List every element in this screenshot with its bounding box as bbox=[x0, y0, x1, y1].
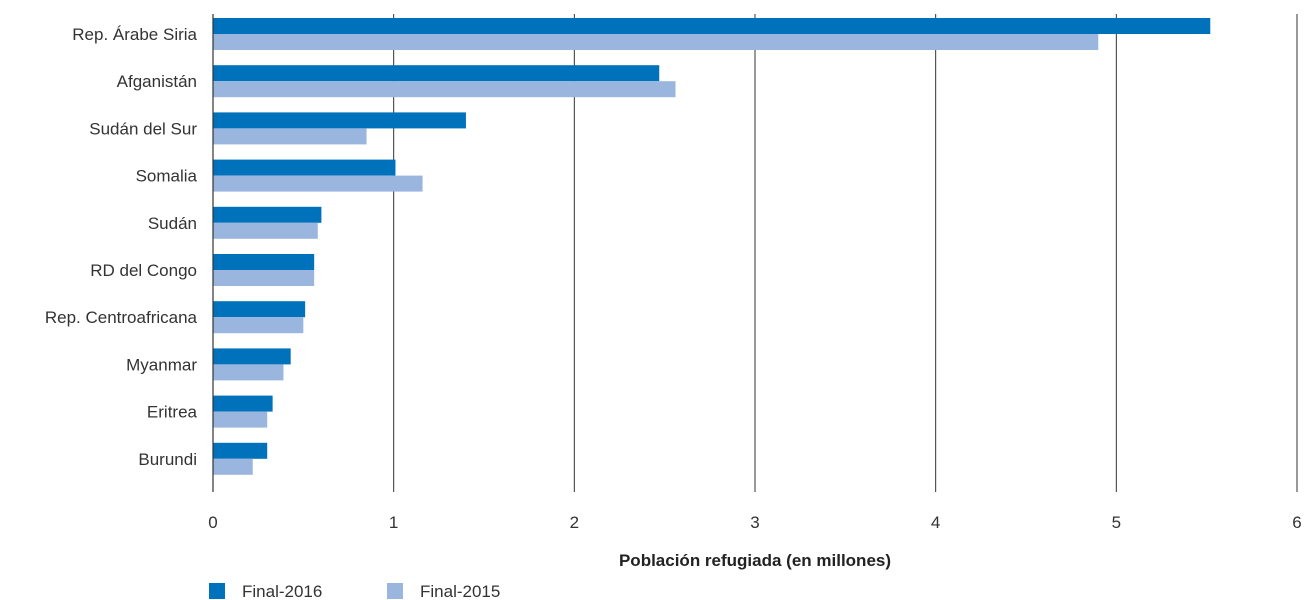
x-tick-label: 2 bbox=[570, 513, 579, 532]
legend-label-1: Final-2016 bbox=[242, 582, 322, 600]
bar-series-1-5 bbox=[213, 254, 315, 270]
category-label: Sudán bbox=[148, 214, 197, 233]
bar-series-1-2 bbox=[213, 112, 466, 129]
x-tick-label: 3 bbox=[750, 513, 759, 532]
category-label: Eritrea bbox=[147, 403, 198, 422]
axis-labels: Rep. Árabe Siria Afganistán Sudán del Sur S… bbox=[45, 25, 1302, 532]
bar-series-2-7 bbox=[213, 364, 284, 381]
bar-series-2-5 bbox=[213, 270, 315, 286]
legend-swatch-1 bbox=[209, 583, 225, 599]
category-label: Rep. Centroafricana bbox=[45, 308, 198, 327]
category-label: Rep. Árabe Siria bbox=[72, 25, 197, 44]
bar-series-2-2 bbox=[213, 128, 367, 145]
bar-series-1-4 bbox=[213, 206, 322, 223]
category-label: Burundi bbox=[138, 450, 197, 469]
bar-series-2-6 bbox=[213, 317, 304, 334]
bar-series-1-8 bbox=[213, 395, 273, 412]
legend-label-2: Final-2015 bbox=[420, 582, 500, 600]
legend-swatch-2 bbox=[387, 583, 403, 599]
bars bbox=[213, 18, 1211, 475]
bar-series-2-9 bbox=[213, 458, 253, 475]
bar-series-2-8 bbox=[213, 411, 268, 428]
x-tick-label: 6 bbox=[1292, 513, 1301, 532]
bar-series-1-0 bbox=[213, 18, 1211, 34]
bar-series-1-6 bbox=[213, 301, 306, 318]
x-axis-title: Población refugiada (en millones) bbox=[619, 551, 891, 570]
x-tick-label: 1 bbox=[389, 513, 398, 532]
x-tick-label: 5 bbox=[1112, 513, 1121, 532]
bar-series-1-9 bbox=[213, 442, 268, 459]
category-label: Afganistán bbox=[117, 72, 197, 91]
bar-series-1-1 bbox=[213, 65, 660, 82]
category-label: Myanmar bbox=[126, 355, 197, 374]
x-tick-label: 0 bbox=[208, 513, 217, 532]
bar-series-2-0 bbox=[213, 34, 1099, 50]
bar-series-1-3 bbox=[213, 159, 396, 176]
bar-series-2-4 bbox=[213, 222, 318, 239]
category-label: Sudán del Sur bbox=[89, 119, 197, 138]
bar-series-1-7 bbox=[213, 348, 291, 365]
x-tick-label: 4 bbox=[931, 513, 940, 532]
category-label: RD del Congo bbox=[90, 261, 197, 280]
legend: Final-2016 Final-2015 bbox=[209, 582, 500, 600]
bar-series-2-3 bbox=[213, 175, 423, 192]
category-label: Somalia bbox=[136, 167, 198, 186]
bar-series-2-1 bbox=[213, 81, 676, 98]
